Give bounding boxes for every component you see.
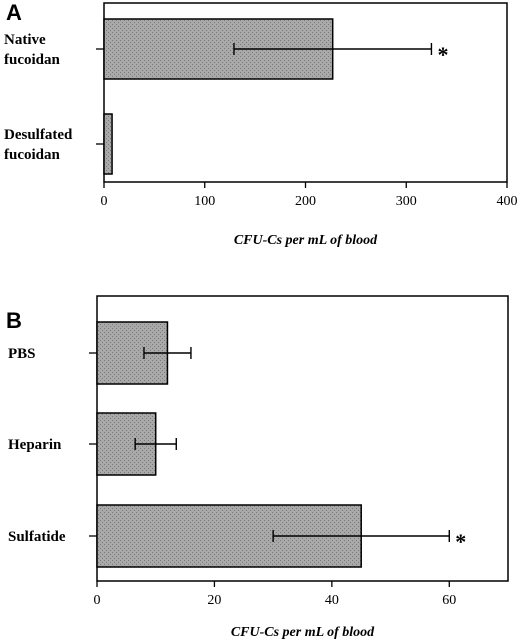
category-label: Native: [4, 32, 46, 48]
x-tick-label: 60: [442, 593, 456, 608]
x-tick-label: 0: [94, 593, 101, 608]
x-tick-label: 300: [396, 194, 417, 209]
x-tick-label: 200: [295, 194, 316, 209]
x-tick-label: 40: [325, 593, 339, 608]
category-label: fucoidan: [4, 52, 61, 68]
category-label: Heparin: [8, 437, 62, 453]
category-label: Desulfated: [4, 127, 73, 143]
x-tick-label: 20: [207, 593, 221, 608]
bar: [103, 113, 113, 175]
panel-b: B 0 20 40 60 CFU-Cs per mL of blood PBS Heparin…: [6, 295, 509, 640]
category-label: fucoidan: [4, 147, 61, 163]
category-label: PBS: [8, 346, 36, 362]
significance-marker: *: [455, 529, 466, 554]
category-label: Sulfatide: [8, 529, 66, 545]
significance-marker: *: [437, 42, 448, 67]
panel-label: A: [6, 0, 22, 25]
x-axis-title: CFU-Cs per mL of blood: [234, 233, 378, 248]
panel-label: B: [6, 308, 22, 333]
panel-a: A 0 100 200 300 400 CFU-Cs per mL of blood Nati…: [4, 0, 518, 248]
x-tick-label: 100: [194, 194, 215, 209]
x-axis-title: CFU-Cs per mL of blood: [231, 625, 375, 640]
x-tick-label: 400: [497, 194, 518, 209]
x-tick-label: 0: [101, 194, 108, 209]
